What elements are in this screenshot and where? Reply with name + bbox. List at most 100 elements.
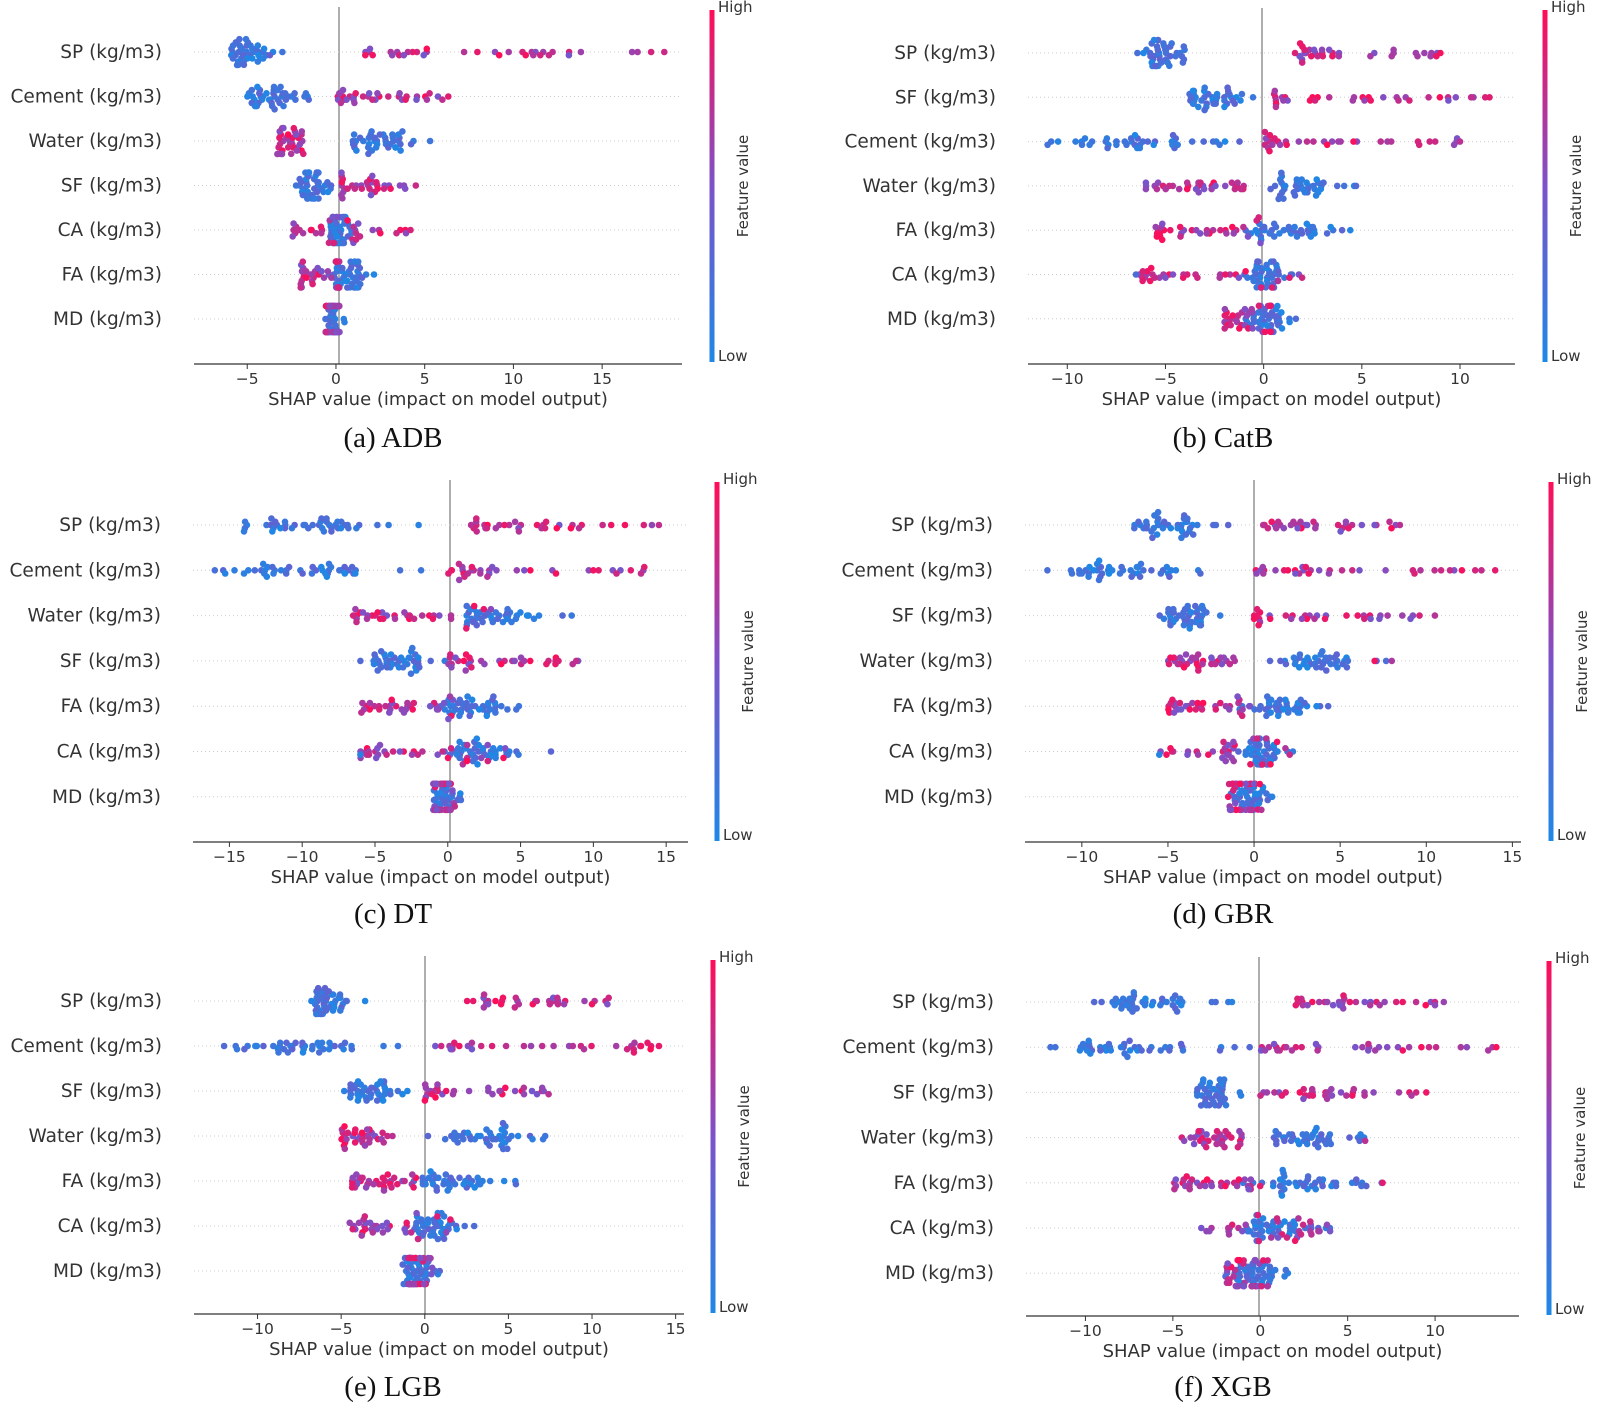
shap-point	[1350, 138, 1357, 145]
shap-point	[1183, 1173, 1190, 1180]
shap-point	[404, 1264, 412, 1272]
shap-point	[1180, 621, 1188, 629]
shap-point	[1290, 1218, 1297, 1225]
shap-point	[1315, 567, 1323, 574]
shap-point	[1150, 36, 1158, 44]
shap-point	[515, 528, 523, 535]
shap-point	[1221, 103, 1228, 111]
shap-point	[324, 268, 332, 275]
shap-point	[1370, 1089, 1377, 1096]
shap-point	[409, 706, 417, 713]
shap-point	[1149, 534, 1156, 542]
shap-point	[1198, 1224, 1205, 1232]
shap-point	[370, 1180, 377, 1188]
shap-point	[1126, 1037, 1133, 1045]
shap-point	[1267, 185, 1274, 193]
shap-point	[1148, 1001, 1156, 1009]
shap-point	[305, 169, 313, 176]
shap-point	[1426, 138, 1433, 145]
shap-point	[1274, 1047, 1281, 1054]
shap-point	[1407, 615, 1414, 623]
shap-point	[484, 757, 492, 765]
shap-point	[1224, 521, 1232, 529]
shap-point	[1359, 1043, 1366, 1051]
shap-point	[395, 51, 403, 59]
shap-point	[1328, 138, 1336, 145]
shap-point	[1111, 1001, 1118, 1009]
shap-point	[469, 757, 477, 765]
shap-point	[1323, 1095, 1331, 1103]
shap-point	[379, 1129, 386, 1137]
shap-point	[1312, 1040, 1320, 1048]
shap-point	[1340, 992, 1347, 999]
shap-point	[1395, 97, 1402, 104]
shap-point	[410, 1184, 417, 1191]
shap-point	[1323, 998, 1331, 1006]
shap-point	[1176, 699, 1184, 707]
shap-point	[1273, 1140, 1280, 1148]
shap-point	[1275, 1131, 1283, 1138]
shap-point	[1416, 612, 1423, 619]
shap-point	[1358, 521, 1366, 529]
shap-point	[1297, 518, 1304, 526]
shap-point	[442, 1171, 450, 1178]
shap-point	[309, 280, 316, 288]
shap-point	[1321, 615, 1329, 623]
shap-point	[1160, 40, 1167, 47]
shap-point	[1322, 1140, 1330, 1148]
shap-point	[479, 618, 486, 626]
shap-point	[407, 226, 414, 234]
shap-point	[1332, 1182, 1340, 1190]
shap-point	[1260, 1257, 1267, 1264]
shap-point	[380, 1139, 388, 1146]
shap-point	[396, 567, 404, 574]
shap-point	[384, 1171, 392, 1178]
shap-point	[1383, 1043, 1391, 1051]
shap-point	[1095, 557, 1103, 564]
shap-point	[221, 570, 229, 577]
shap-point	[373, 1097, 381, 1104]
shap-point	[399, 128, 406, 135]
shap-point	[312, 229, 320, 237]
shap-point	[1151, 274, 1158, 282]
shap-point	[1245, 1185, 1252, 1193]
x-tick-label: −10	[1051, 370, 1084, 388]
shap-point	[483, 524, 491, 532]
shap-point	[1212, 706, 1220, 713]
shap-point	[1257, 284, 1265, 291]
shap-point	[1314, 1143, 1322, 1151]
shap-point	[1392, 998, 1400, 1006]
shap-point	[1252, 790, 1259, 797]
shap-point	[1250, 277, 1257, 285]
shap-point	[1238, 712, 1246, 720]
shap-point	[1237, 97, 1244, 104]
shap-point	[358, 1129, 366, 1137]
shap-point	[1078, 570, 1085, 577]
shap-point	[1180, 1137, 1188, 1145]
shap-point	[365, 751, 373, 758]
shap-point	[311, 195, 318, 202]
shap-point	[1103, 135, 1111, 142]
shap-point	[305, 96, 313, 103]
shap-point	[1124, 1053, 1131, 1061]
shap-point	[1131, 524, 1138, 532]
shap-point	[1266, 657, 1274, 665]
shap-point	[426, 90, 433, 97]
shap-point	[346, 1219, 354, 1227]
shap-point	[486, 1177, 494, 1185]
shap-point	[254, 42, 262, 49]
shap-point	[287, 150, 295, 158]
shap-point	[1222, 1127, 1229, 1135]
shap-point	[1313, 702, 1320, 710]
shap-point	[341, 318, 348, 326]
shap-point	[1194, 1085, 1201, 1093]
shap-point	[363, 1097, 370, 1104]
shap-point	[1213, 1140, 1220, 1148]
shap-point	[1486, 94, 1493, 101]
shap-point	[1166, 573, 1173, 580]
shap-point	[405, 654, 413, 661]
shap-point	[1249, 94, 1257, 101]
shap-point	[599, 521, 606, 529]
shap-point	[380, 1187, 388, 1194]
shap-point	[309, 563, 317, 571]
